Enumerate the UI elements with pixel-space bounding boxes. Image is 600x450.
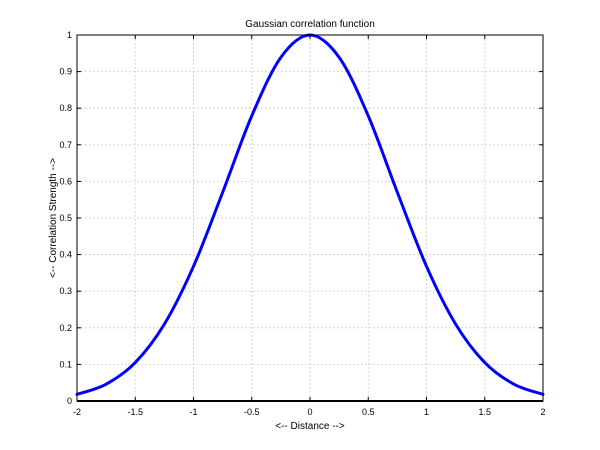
grid-lines: [77, 35, 543, 401]
x-tick-label: 0.5: [362, 407, 375, 417]
y-tick-label: 0.8: [59, 103, 72, 113]
x-tick-label: -0.5: [244, 407, 260, 417]
y-tick-label: 0: [67, 396, 72, 406]
x-tick-label: 0: [307, 407, 312, 417]
x-axis-ticks: -2 -1.5 -1 -0.5 0 0.5 1 1.5 2: [73, 35, 546, 417]
x-tick-label: -1: [189, 407, 197, 417]
x-tick-label: 1: [424, 407, 429, 417]
y-axis-ticks: 0 0.1 0.2 0.3 0.4 0.5 0.6 0.7 0.8 0.9 1: [59, 30, 543, 406]
y-tick-label: 0.6: [59, 176, 72, 186]
y-tick-label: 0.5: [59, 213, 72, 223]
x-tick-label: 2: [540, 407, 545, 417]
chart-title: Gaussian correlation function: [245, 19, 375, 30]
x-axis-label: <-- Distance -->: [275, 421, 345, 432]
y-tick-label: 0.1: [59, 359, 72, 369]
y-tick-label: 0.3: [59, 286, 72, 296]
y-tick-label: 0.2: [59, 323, 72, 333]
y-tick-label: 0.7: [59, 140, 72, 150]
x-tick-label: 1.5: [478, 407, 491, 417]
y-axis-label: <-- Correlation Strength -->: [48, 158, 59, 278]
y-tick-label: 1: [67, 30, 72, 40]
y-tick-label: 0.4: [59, 250, 72, 260]
x-tick-label: -2: [73, 407, 81, 417]
y-tick-label: 0.9: [59, 67, 72, 77]
x-tick-label: -1.5: [127, 407, 143, 417]
